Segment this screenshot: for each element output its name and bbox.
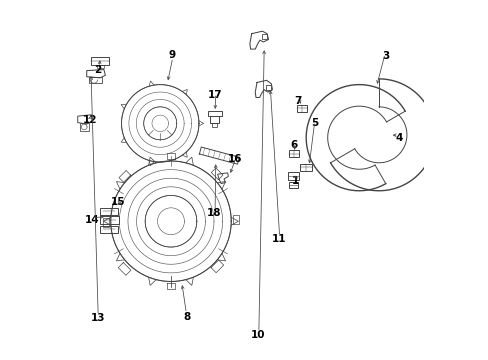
Text: 6: 6 [290,140,297,150]
Text: 4: 4 [394,133,402,143]
Text: 13: 13 [91,313,105,323]
Text: 16: 16 [228,154,242,164]
Text: 2: 2 [94,64,102,75]
Text: 14: 14 [84,215,99,225]
Text: 9: 9 [168,50,175,60]
Text: 18: 18 [206,208,221,218]
Text: 8: 8 [183,312,190,322]
Text: 12: 12 [82,115,97,125]
Text: 3: 3 [382,51,389,61]
Text: 15: 15 [111,197,125,207]
Text: 7: 7 [294,96,302,106]
Text: 1: 1 [291,176,299,186]
Text: 5: 5 [310,118,317,128]
Text: 11: 11 [271,234,285,244]
Text: 10: 10 [250,330,265,340]
Text: 17: 17 [207,90,222,100]
